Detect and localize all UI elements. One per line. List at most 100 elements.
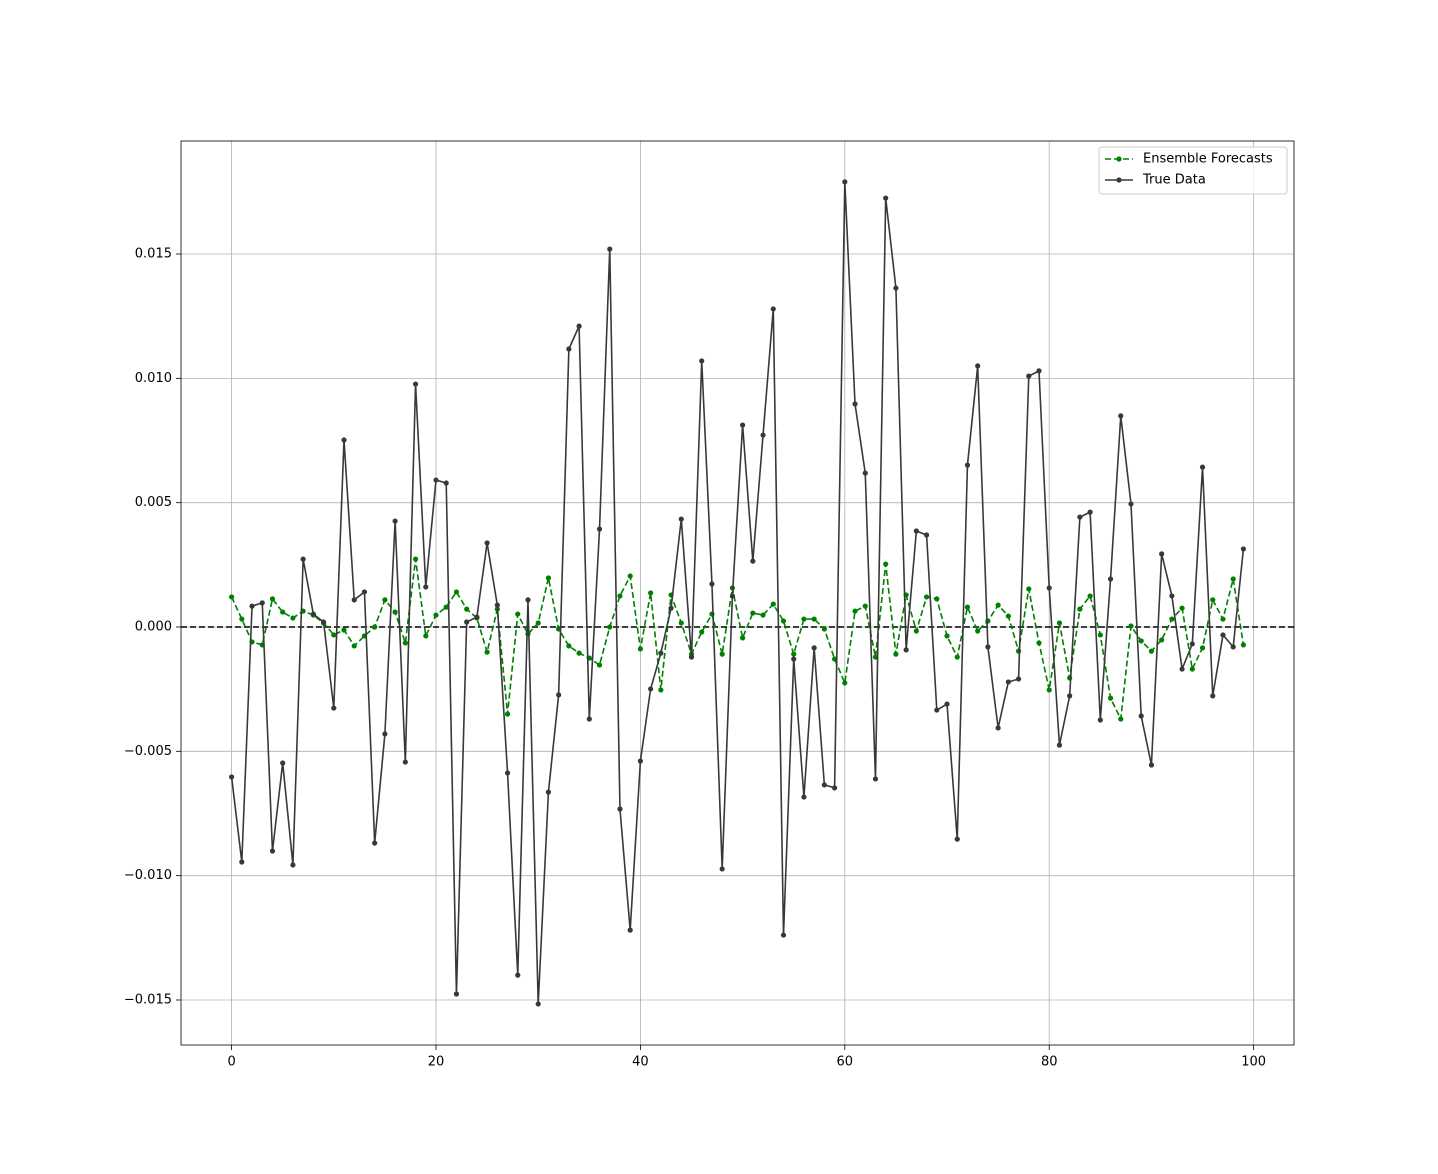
data-point bbox=[290, 862, 296, 868]
data-point bbox=[1107, 695, 1114, 701]
data-point bbox=[351, 643, 357, 649]
data-point bbox=[525, 631, 531, 637]
data-point bbox=[1179, 666, 1185, 672]
x-tick-label: 80 bbox=[1041, 1055, 1058, 1070]
data-point bbox=[1087, 593, 1093, 599]
data-point bbox=[1189, 641, 1195, 647]
data-point bbox=[1036, 368, 1042, 374]
x-tick-label: 0 bbox=[227, 1055, 235, 1070]
data-point bbox=[780, 618, 787, 624]
data-point bbox=[382, 731, 388, 737]
data-point bbox=[903, 647, 909, 653]
data-point bbox=[453, 991, 460, 997]
data-point bbox=[1179, 605, 1185, 611]
data-point bbox=[280, 760, 286, 766]
data-point bbox=[1148, 648, 1155, 654]
data-point bbox=[750, 610, 756, 616]
data-point bbox=[494, 602, 500, 608]
data-point bbox=[637, 758, 644, 764]
data-point bbox=[484, 540, 490, 546]
y-tick-label: 0.015 bbox=[135, 247, 172, 262]
data-point bbox=[372, 840, 378, 846]
data-point bbox=[883, 561, 889, 567]
data-point bbox=[1118, 716, 1124, 722]
data-point bbox=[627, 927, 633, 933]
data-point bbox=[617, 806, 623, 812]
data-point bbox=[402, 640, 408, 646]
data-point bbox=[1015, 648, 1022, 654]
data-point bbox=[975, 628, 981, 634]
data-point bbox=[811, 645, 817, 651]
data-point bbox=[648, 686, 654, 692]
data-point bbox=[668, 605, 674, 611]
data-point bbox=[290, 615, 296, 621]
data-point bbox=[637, 646, 644, 652]
data-point bbox=[1230, 644, 1236, 650]
data-point bbox=[412, 556, 419, 562]
data-point bbox=[453, 589, 460, 595]
data-point bbox=[740, 635, 746, 641]
data-point bbox=[995, 602, 1001, 608]
x-tick-label: 40 bbox=[632, 1055, 649, 1070]
data-point bbox=[954, 836, 960, 842]
data-point bbox=[1015, 676, 1022, 682]
data-point bbox=[1169, 593, 1175, 599]
data-point bbox=[341, 437, 347, 443]
data-point bbox=[872, 654, 879, 660]
data-point bbox=[1056, 742, 1063, 748]
data-point bbox=[648, 590, 654, 596]
data-point bbox=[1240, 546, 1247, 552]
data-point bbox=[1046, 585, 1052, 591]
data-point bbox=[1138, 638, 1144, 644]
series-line bbox=[230, 181, 1245, 1005]
data-point bbox=[1220, 616, 1226, 622]
data-point bbox=[1107, 576, 1114, 582]
data-point bbox=[1159, 637, 1165, 643]
data-point bbox=[1169, 616, 1175, 622]
data-point bbox=[893, 651, 899, 657]
data-point bbox=[995, 725, 1001, 731]
data-point bbox=[678, 516, 684, 522]
data-point bbox=[402, 759, 408, 765]
data-point bbox=[750, 558, 756, 564]
data-point bbox=[1128, 623, 1134, 629]
data-point bbox=[1230, 576, 1236, 582]
data-point bbox=[249, 603, 255, 609]
data-point bbox=[1077, 514, 1083, 520]
data-point bbox=[433, 612, 439, 618]
data-point bbox=[361, 589, 368, 595]
data-point bbox=[821, 782, 827, 788]
data-point bbox=[658, 650, 664, 656]
data-point bbox=[791, 651, 797, 657]
data-point bbox=[576, 650, 582, 656]
data-point bbox=[1148, 762, 1155, 768]
data-point bbox=[535, 620, 541, 626]
data-point bbox=[596, 662, 603, 668]
data-point bbox=[1005, 679, 1011, 685]
data-point bbox=[1210, 693, 1216, 699]
data-point bbox=[566, 346, 572, 352]
data-point bbox=[556, 692, 562, 698]
data-point bbox=[913, 628, 919, 634]
data-point bbox=[985, 644, 991, 650]
data-point bbox=[1005, 613, 1011, 619]
data-point bbox=[1067, 693, 1073, 699]
data-point bbox=[699, 629, 705, 635]
data-point bbox=[341, 627, 347, 633]
data-point bbox=[1036, 640, 1042, 646]
data-point bbox=[392, 518, 398, 524]
data-point bbox=[1220, 632, 1226, 638]
data-point bbox=[423, 584, 429, 590]
data-point bbox=[382, 597, 388, 603]
data-point bbox=[852, 401, 858, 407]
data-point bbox=[443, 480, 449, 486]
data-point bbox=[269, 848, 276, 854]
data-point bbox=[443, 604, 449, 610]
data-point bbox=[923, 532, 930, 538]
data-point bbox=[934, 707, 940, 713]
data-point bbox=[1056, 620, 1063, 626]
data-point bbox=[862, 603, 868, 609]
legend-label: True Data bbox=[1142, 173, 1206, 188]
plot-frame bbox=[180, 140, 1295, 1046]
